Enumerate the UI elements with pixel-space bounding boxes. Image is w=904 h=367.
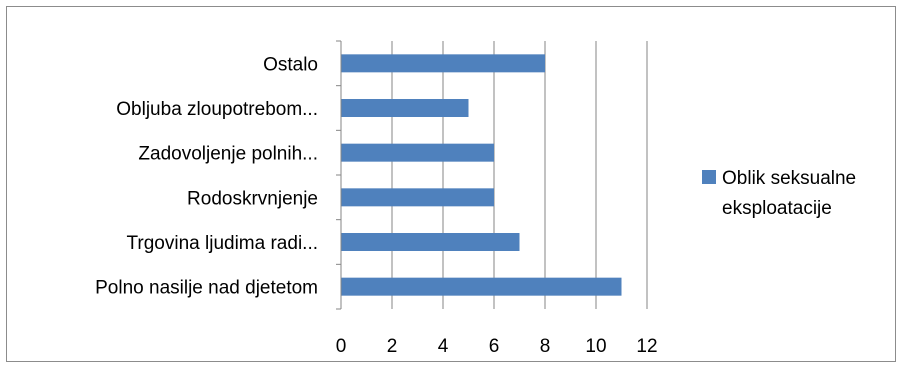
legend[interactable]: Oblik seksualne eksploatacije	[702, 168, 861, 219]
grid-lines	[391, 41, 648, 309]
x-tick-label: 4	[438, 336, 449, 357]
bar[interactable]	[341, 277, 622, 296]
x-tick-label: 0	[336, 336, 347, 357]
category-label: Obljuba zloupotrebom...	[116, 99, 318, 120]
category-label: Polno nasilje nad djetetom	[95, 278, 318, 299]
category-label: Ostalo	[263, 54, 318, 75]
x-tick-label: 10	[585, 336, 606, 357]
bar[interactable]	[341, 188, 494, 207]
bar[interactable]	[341, 233, 520, 251]
legend-label-line: Oblik seksualne	[722, 168, 856, 189]
tick-labels: 0 2 4 6 8 10 12	[336, 336, 658, 357]
category-label: Trgovina ljudima radi...	[127, 233, 318, 254]
bar[interactable]	[341, 143, 494, 162]
x-tick-label: 6	[489, 336, 500, 357]
x-tick-label: 12	[636, 336, 657, 357]
bars	[341, 54, 622, 296]
axes	[336, 40, 342, 310]
x-tick-label: 2	[387, 336, 398, 357]
legend-label: Oblik seksualne eksploatacije	[722, 168, 861, 219]
category-label: Rodoskrvnjenje	[187, 188, 318, 209]
bar[interactable]	[341, 54, 545, 73]
bar[interactable]	[341, 99, 469, 117]
category-label: Zadovoljenje polnih...	[138, 144, 318, 165]
x-tick-label: 8	[540, 336, 551, 357]
legend-swatch	[702, 170, 716, 184]
category-labels: Ostalo Obljuba zloupotrebom... Zadovoljenj…	[95, 54, 318, 298]
legend-label-line: eksploatacije	[722, 198, 832, 219]
